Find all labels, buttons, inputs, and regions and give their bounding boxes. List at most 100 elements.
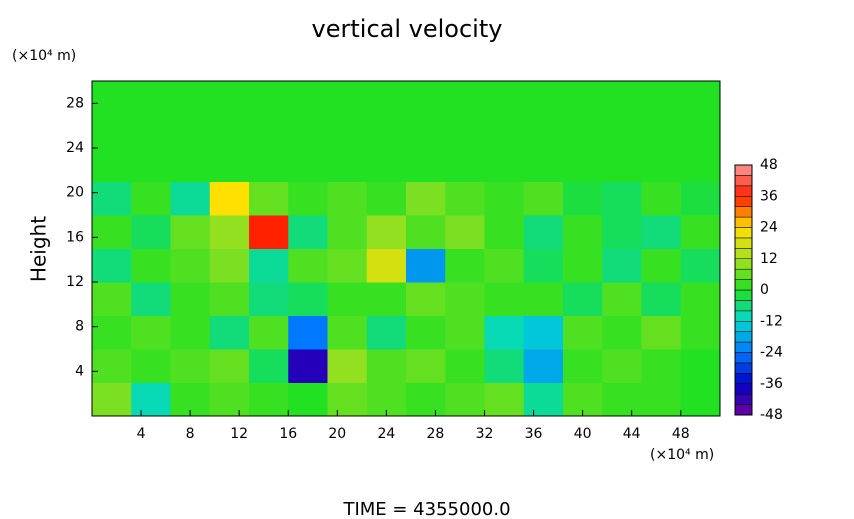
colorbar-band [734,289,753,301]
heat-cell [406,349,446,383]
heat-cell [92,148,132,182]
heat-cell [92,181,132,216]
heat-cell [602,148,642,182]
heat-cell [327,282,368,316]
heat-cell [484,248,525,283]
heat-cell [249,315,289,350]
heat-cell [366,282,407,316]
heat-cell [680,181,721,216]
colorbar-band [734,279,753,291]
heat-cell [602,81,642,115]
heat-cell [563,81,603,115]
heat-cell [327,81,368,115]
heat-cell [563,349,603,383]
heat-cell [641,114,682,149]
heat-cell [523,181,564,216]
heat-cell [602,315,642,350]
heat-cell [406,148,446,182]
heat-cell [131,114,171,149]
colorbar-band [734,206,753,218]
heat-cell [366,349,407,383]
x-tick-label: 40 [574,426,592,442]
heat-cell [602,215,642,249]
heat-cell [445,315,485,350]
x-tick-label: 44 [623,426,641,442]
heat-cell [170,248,211,283]
heat-cell [170,181,211,216]
heat-cell [249,148,289,182]
colorbar-label: 0 [760,282,769,298]
colorbar-band [734,373,753,385]
x-tick-label: 32 [476,426,494,442]
heat-cell [602,282,642,316]
heat-cell [209,148,250,182]
heat-cell [484,315,525,350]
heat-cell [406,382,446,417]
colorbar-label: 24 [760,220,778,236]
heat-cell [445,382,485,417]
heat-cell [523,315,564,350]
heat-cell [327,315,368,350]
colorbar-band [734,321,753,332]
y-tick-label: 20 [66,185,84,201]
heat-cell [327,215,368,249]
heat-cell [131,349,171,383]
heat-cell [484,148,525,182]
heat-cell [366,248,407,283]
heat-cell [563,248,603,283]
heat-cell [641,282,682,316]
heat-cell [563,315,603,350]
heat-cell [445,349,485,383]
heat-cell [209,81,250,115]
heat-cell [170,315,211,350]
heat-cell [680,349,721,383]
heat-cell [445,81,485,115]
heat-cell [602,248,642,283]
y-tick-label: 16 [66,229,84,245]
heat-cell [641,315,682,350]
heat-cell [170,114,211,149]
heat-cell [563,215,603,249]
heat-cell [327,248,368,283]
heat-cell [288,315,328,350]
x-tick-label: 24 [377,426,395,442]
footer: TIME = 4355000.0 [342,499,510,519]
heat-cell [563,181,603,216]
heat-cell [563,148,603,182]
colorbar-band [734,258,753,270]
heat-cell [170,349,211,383]
colorbar-frame [734,164,753,416]
heat-cell [602,181,642,216]
heat-cell [445,181,485,216]
heat-cell [680,315,721,350]
colorbar-band [734,310,753,322]
heat-cell [406,315,446,350]
heat-cell [445,114,485,149]
heat-cell [288,349,328,383]
y-tick-label: 24 [66,140,84,156]
heat-cell [209,181,250,216]
colorbar-band [734,300,753,312]
colorbar-band [734,352,753,364]
heat-cell [484,382,525,417]
heat-cell [641,349,682,383]
heat-cell [249,349,289,383]
heat-cell [288,215,328,249]
heat-cell [484,349,525,383]
heat-cell [249,114,289,149]
heat-cell [366,215,407,249]
heat-cell [131,148,171,182]
colorbar-label: -36 [760,376,783,392]
heat-cell [170,148,211,182]
colorbar-band [734,237,753,249]
colorbar-band [734,341,753,353]
heat-cell [641,81,682,115]
heat-cell [406,282,446,316]
heat-cell [641,148,682,182]
heat-cell [288,81,328,115]
heat-cell [327,114,368,149]
heat-cell [602,114,642,149]
heat-cell [131,215,171,249]
y-tick-label: 4 [75,363,84,379]
